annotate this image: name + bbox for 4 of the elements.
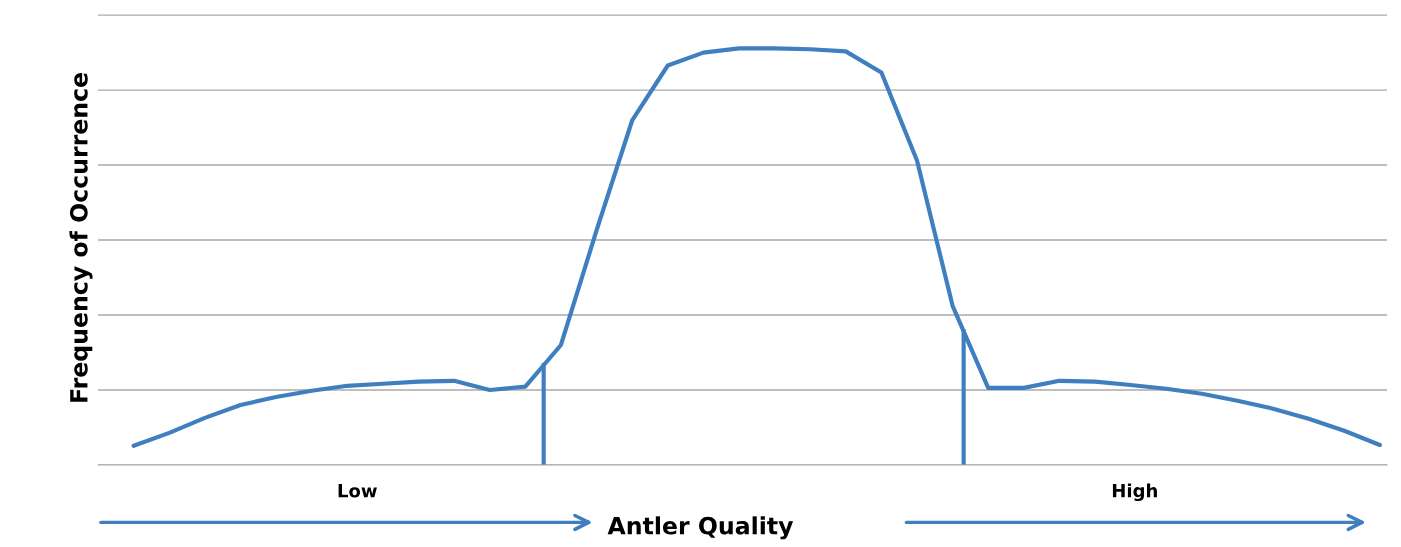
text: Low <box>338 484 377 498</box>
y-axis-title: Frequency of Occurrence <box>69 73 93 402</box>
text: High <box>1112 483 1157 502</box>
x-axis-title: Antler Quality <box>607 516 794 540</box>
